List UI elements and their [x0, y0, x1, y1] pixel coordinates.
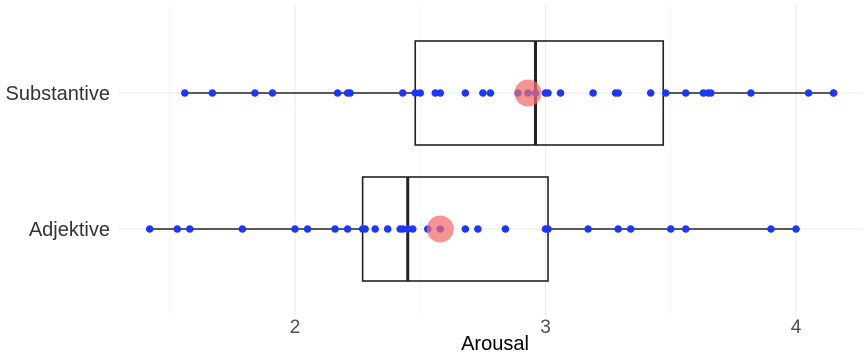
data-point — [614, 89, 622, 97]
data-point — [681, 225, 690, 233]
data-point — [461, 225, 470, 233]
data-point — [804, 89, 813, 97]
boxes — [149, 40, 834, 282]
data-point — [208, 89, 217, 97]
data-point — [331, 225, 339, 233]
data-point — [829, 89, 838, 97]
axis-labels: Substantive Adjektive 2 3 4 — [5, 83, 801, 338]
data-point — [238, 225, 247, 233]
data-point — [626, 225, 635, 233]
data-point — [291, 225, 299, 233]
category-label: Adjektive — [29, 219, 110, 241]
data-point — [416, 89, 425, 97]
data-point — [185, 225, 194, 233]
mean-marker — [426, 215, 454, 243]
data-point — [747, 89, 755, 97]
data-point — [180, 89, 189, 97]
mean-markers — [426, 79, 542, 243]
data-point — [333, 89, 342, 97]
x-tick-label: 2 — [290, 317, 301, 338]
data-point — [173, 225, 182, 233]
data-point — [544, 89, 552, 97]
data-point — [556, 89, 565, 97]
data-point — [398, 89, 407, 97]
data-point — [646, 89, 655, 97]
x-tick-label: 4 — [791, 317, 802, 338]
data-point — [479, 89, 487, 97]
data-point — [461, 89, 470, 97]
data-point — [343, 225, 352, 233]
data-point — [681, 89, 690, 97]
data-point — [584, 225, 592, 233]
data-point — [303, 225, 312, 233]
data-point — [666, 225, 675, 233]
data-point — [268, 89, 277, 97]
data-point — [501, 225, 510, 233]
data-point — [486, 89, 495, 97]
data-point — [371, 225, 379, 233]
x-tick-label: 3 — [540, 317, 551, 338]
data-point — [792, 225, 800, 233]
data-point — [346, 89, 354, 97]
data-point — [474, 225, 482, 233]
data-point — [145, 225, 154, 233]
data-point — [661, 89, 670, 97]
grid — [118, 5, 862, 315]
data-point — [589, 89, 597, 97]
data-point — [544, 225, 552, 233]
mean-marker — [514, 79, 542, 107]
data-point — [707, 89, 715, 97]
data-point — [361, 225, 369, 233]
data-point — [767, 225, 775, 233]
data-points — [145, 89, 838, 233]
data-point — [408, 225, 417, 233]
x-axis-title: Arousal — [461, 333, 529, 355]
category-label: Substantive — [5, 83, 110, 105]
data-point — [383, 225, 392, 233]
data-point — [436, 89, 445, 97]
data-point — [251, 89, 259, 97]
data-point — [614, 225, 622, 233]
